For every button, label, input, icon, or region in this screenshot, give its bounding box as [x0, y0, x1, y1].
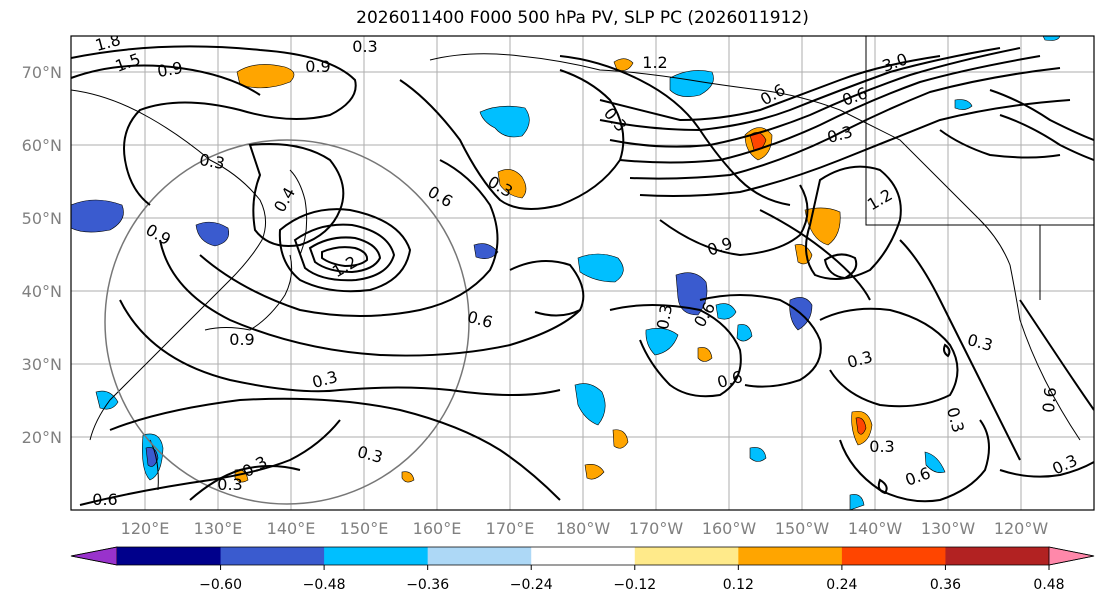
- colorbar-tick-label: 0.48: [1033, 577, 1064, 593]
- colorbar-tick-label: 0.36: [930, 577, 961, 593]
- lat-label: 30°N: [22, 355, 62, 374]
- lon-label: 130°W: [921, 519, 976, 538]
- lon-label: 150°W: [775, 519, 830, 538]
- contour-label: 1.2: [642, 53, 667, 72]
- lon-label: 160°E: [413, 519, 462, 538]
- lon-label: 150°E: [340, 519, 389, 538]
- colorbar-tick-label: −0.48: [303, 577, 346, 593]
- lon-label: 170°W: [629, 519, 684, 538]
- map-title: 2026011400 F000 500 hPa PV, SLP PC (2026…: [356, 8, 809, 28]
- coastlines: [71, 36, 1094, 491]
- lat-label: 50°N: [22, 209, 62, 228]
- range-circle: [104, 139, 470, 505]
- colorbar-segment: [841, 547, 946, 565]
- longitude-labels: 120°E 130°E 140°E 150°E 160°E 170°E 180°W 170°W…: [121, 519, 1049, 538]
- lon-label: 170°E: [486, 519, 535, 538]
- colorbar-extend-low: [70, 546, 118, 566]
- lon-label: 140°E: [267, 519, 316, 538]
- contour-label: 0.3: [198, 150, 226, 173]
- colorbar-segment: [427, 547, 532, 565]
- colorbar-segment: [531, 547, 636, 565]
- colorbar-tick-label: −0.60: [199, 577, 242, 593]
- colorbar-segment: [117, 547, 222, 565]
- contour-label: 0.3: [352, 37, 377, 56]
- lon-label: 120°W: [994, 519, 1049, 538]
- lon-label: 140°W: [848, 519, 903, 538]
- colorbar-segment: [945, 547, 1050, 565]
- colorbar-segment: [738, 547, 843, 565]
- colorbar-segment: [324, 547, 429, 565]
- colorbar-tick-label: −0.36: [406, 577, 449, 593]
- colorbar-tick-label: 0.12: [723, 577, 754, 593]
- contour-label: 0.6: [92, 490, 117, 509]
- lat-label: 70°N: [22, 63, 62, 82]
- lon-label: 160°W: [702, 519, 757, 538]
- lat-label: 60°N: [22, 136, 62, 155]
- slp-contours: [71, 45, 1094, 506]
- latitude-labels: 70°N 60°N 50°N 40°N 30°N 20°N: [22, 63, 62, 447]
- colorbar-segment: [634, 547, 739, 565]
- contour-label: 0.3: [217, 475, 242, 494]
- contour-label: 0.9: [229, 330, 254, 349]
- colorbar-segment: [220, 547, 325, 565]
- contour-label: 0.9: [305, 57, 330, 76]
- colorbar-extend-high: [1048, 546, 1095, 566]
- contour-label: 0.9: [156, 58, 184, 81]
- lat-label: 40°N: [22, 282, 62, 301]
- colorbar-tick-label: 0.24: [826, 577, 857, 593]
- contour-label: 0.6: [1039, 386, 1060, 413]
- lon-label: 120°E: [121, 519, 170, 538]
- contour-label: 0.3: [869, 437, 894, 456]
- plot-border: [70, 35, 1095, 511]
- colorbar: [70, 546, 1095, 566]
- colorbar-tick-label: −0.12: [613, 577, 656, 593]
- colorbar-ticks: −0.60 −0.48 −0.36 −0.24 −0.12 0.12 0.24 0.36 0.4…: [199, 565, 1065, 593]
- lat-label: 20°N: [22, 428, 62, 447]
- contour-label: 0.3: [653, 303, 676, 331]
- colorbar-tick-label: −0.24: [510, 577, 553, 593]
- contour-label: 1.8: [93, 30, 123, 55]
- lon-label: 180°W: [556, 519, 611, 538]
- lon-label: 130°E: [194, 519, 243, 538]
- gridlines: [71, 36, 1094, 510]
